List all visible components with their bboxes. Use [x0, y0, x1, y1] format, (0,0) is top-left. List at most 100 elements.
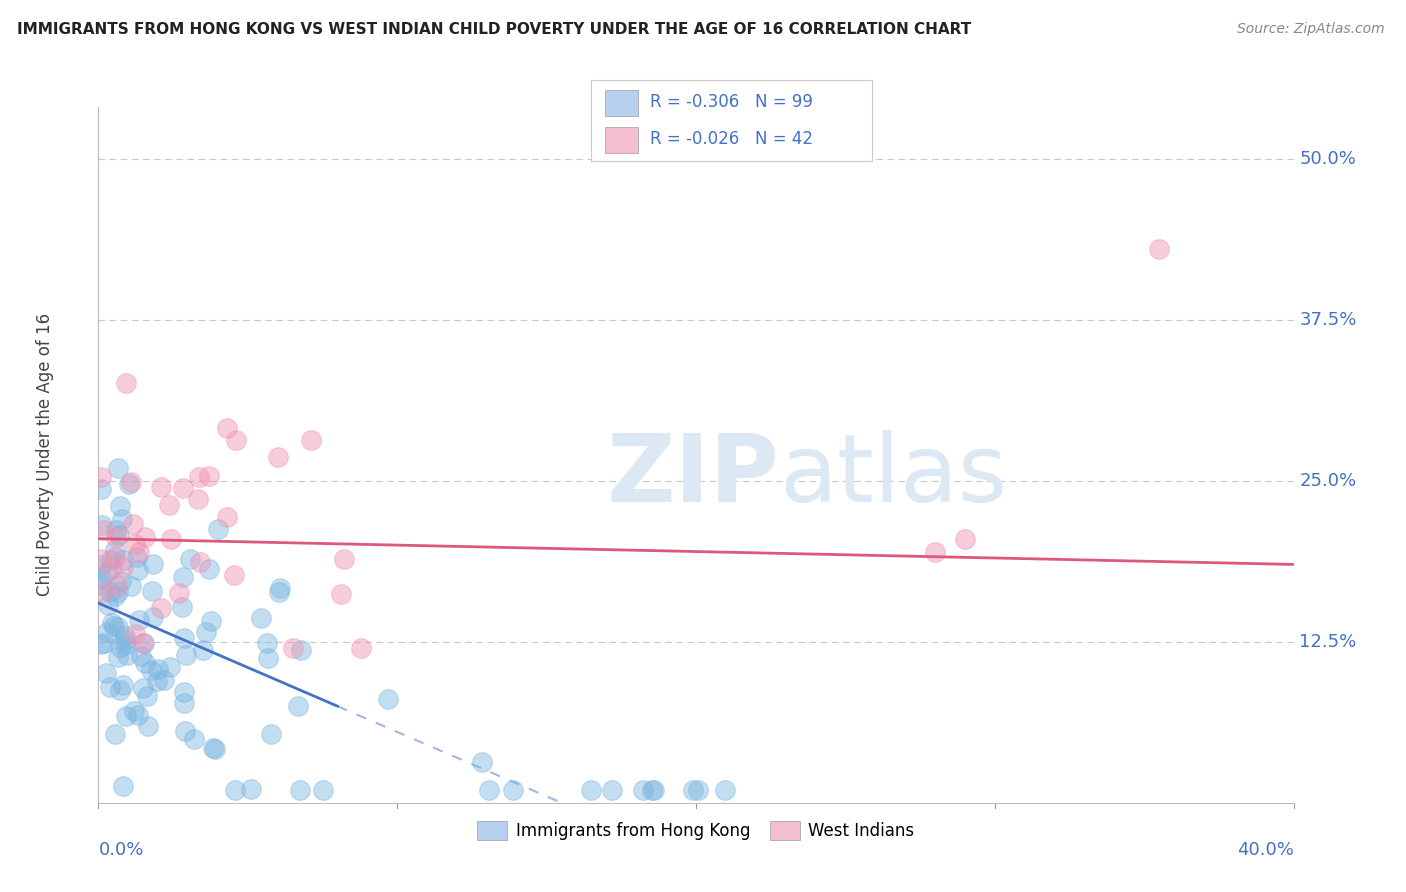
Point [169, 586, 191, 600]
Point [142, 557, 165, 571]
Point [104, 549, 127, 564]
Point [108, 640, 131, 655]
Text: Child Poverty Under the Age of 16: Child Poverty Under the Age of 16 [35, 313, 53, 597]
Point [256, 635, 278, 649]
Point [224, 783, 246, 797]
Point [311, 783, 333, 797]
Point [198, 469, 221, 483]
Point [120, 579, 142, 593]
Point [114, 632, 136, 647]
Text: 12.5%: 12.5% [1299, 632, 1357, 651]
Point [172, 481, 194, 495]
Point [120, 475, 142, 490]
Point [110, 574, 132, 588]
Point [207, 522, 229, 536]
Text: 40.0%: 40.0% [1237, 841, 1294, 859]
Point [142, 610, 165, 624]
Point [290, 643, 312, 657]
Point [132, 636, 155, 650]
Text: R = -0.026   N = 42: R = -0.026 N = 42 [650, 130, 813, 148]
Point [643, 783, 665, 797]
Point [146, 662, 169, 676]
Point [600, 783, 623, 797]
Point [173, 685, 195, 699]
Point [139, 664, 162, 678]
Point [111, 559, 134, 574]
Point [108, 682, 131, 697]
Point [104, 589, 127, 603]
Point [104, 543, 127, 558]
Point [200, 614, 222, 628]
Text: 50.0%: 50.0% [1299, 150, 1357, 168]
Point [104, 727, 127, 741]
Point [108, 528, 131, 542]
Point [682, 783, 704, 797]
Point [134, 530, 156, 544]
Point [104, 523, 127, 537]
Point [250, 611, 273, 625]
Point [107, 649, 129, 664]
Point [287, 698, 309, 713]
FancyBboxPatch shape [605, 90, 638, 116]
Point [194, 624, 217, 639]
Point [299, 434, 322, 448]
Point [135, 689, 157, 703]
Point [118, 476, 141, 491]
Point [173, 631, 195, 645]
Point [125, 550, 148, 565]
Point [127, 708, 149, 723]
Point [471, 755, 494, 769]
Point [281, 641, 304, 656]
Point [124, 626, 146, 640]
Point [91, 585, 114, 599]
Point [188, 470, 211, 484]
Point [129, 649, 152, 664]
Point [350, 641, 373, 656]
Point [176, 648, 198, 663]
Point [478, 783, 501, 797]
Point [714, 783, 737, 797]
Point [146, 673, 169, 688]
Point [128, 613, 150, 627]
Point [128, 544, 150, 558]
Point [222, 567, 245, 582]
Point [111, 678, 134, 692]
Point [197, 562, 219, 576]
Point [114, 629, 136, 643]
Point [93, 636, 115, 650]
Point [267, 450, 290, 464]
Point [90, 558, 112, 572]
Point [90, 578, 112, 592]
Point [97, 599, 120, 613]
Legend: Immigrants from Hong Kong, West Indians: Immigrants from Hong Kong, West Indians [471, 814, 921, 847]
Point [112, 552, 135, 566]
Point [90, 482, 112, 496]
Point [90, 571, 112, 585]
Point [159, 533, 181, 547]
Point [641, 783, 664, 797]
Text: IMMIGRANTS FROM HONG KONG VS WEST INDIAN CHILD POVERTY UNDER THE AGE OF 16 CORRE: IMMIGRANTS FROM HONG KONG VS WEST INDIAN… [17, 22, 972, 37]
Point [136, 719, 159, 733]
Point [191, 643, 214, 657]
Point [173, 696, 195, 710]
Text: 0.0%: 0.0% [98, 841, 143, 859]
FancyBboxPatch shape [605, 127, 638, 153]
Point [269, 581, 291, 595]
Point [257, 651, 280, 665]
Point [96, 625, 118, 640]
Point [215, 421, 238, 435]
Point [924, 544, 946, 558]
Point [631, 783, 654, 797]
Point [150, 480, 173, 494]
Point [124, 704, 146, 718]
Point [134, 656, 156, 670]
Point [173, 724, 195, 739]
Point [239, 782, 262, 797]
Point [172, 599, 194, 614]
Point [110, 499, 132, 513]
Point [124, 537, 146, 551]
Point [103, 619, 125, 633]
Point [953, 532, 976, 546]
Point [90, 552, 112, 566]
Point [115, 708, 138, 723]
